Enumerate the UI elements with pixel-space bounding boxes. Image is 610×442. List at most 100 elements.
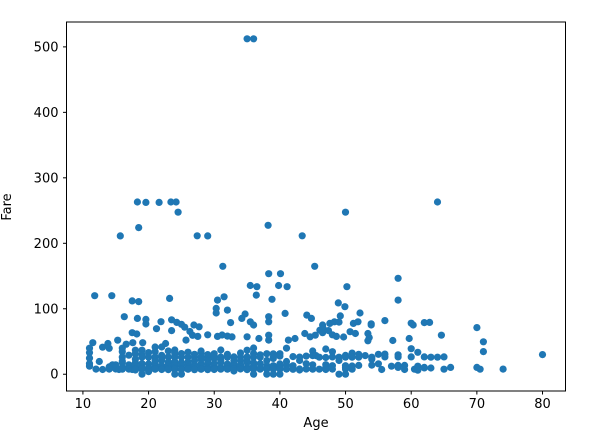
data-point	[118, 348, 126, 356]
y-tick-label: 400	[34, 106, 59, 121]
data-point	[276, 365, 284, 373]
data-point	[281, 309, 289, 317]
data-point	[387, 362, 396, 370]
data-point	[301, 329, 309, 338]
data-point	[381, 317, 389, 325]
data-point	[355, 361, 363, 369]
data-point	[223, 365, 231, 373]
data-point	[479, 348, 487, 356]
data-point	[289, 365, 297, 373]
data-point	[238, 314, 246, 322]
data-point	[228, 333, 236, 341]
axes-layer: 10 20 30 40 50 60 70 80 0 100 200 300 400 500	[34, 21, 566, 412]
data-point	[171, 370, 179, 378]
data-point	[243, 333, 251, 341]
data-point	[378, 365, 386, 374]
data-point	[479, 338, 487, 346]
data-point	[217, 365, 225, 373]
data-point	[250, 344, 258, 352]
data-point	[255, 334, 263, 343]
data-point	[204, 232, 212, 240]
data-point	[158, 356, 166, 365]
data-point	[184, 348, 192, 356]
data-point	[250, 353, 258, 361]
data-point	[405, 334, 413, 343]
data-point	[291, 334, 299, 343]
data-point	[269, 354, 277, 362]
data-point	[142, 320, 150, 328]
data-point	[168, 327, 176, 335]
data-point	[135, 298, 143, 306]
data-point	[131, 366, 139, 374]
data-point	[223, 353, 231, 361]
data-point	[155, 198, 163, 206]
data-point	[407, 345, 415, 353]
data-point	[414, 348, 422, 356]
data-point	[250, 365, 258, 373]
data-point	[167, 198, 175, 206]
data-point	[351, 329, 359, 338]
y-tick-label: 100	[34, 302, 59, 317]
data-point	[89, 339, 97, 347]
data-point	[289, 353, 297, 361]
data-point	[328, 348, 336, 356]
data-point	[322, 365, 330, 374]
x-tick-label: 60	[403, 397, 420, 412]
data-point	[409, 321, 417, 329]
data-point	[263, 350, 271, 358]
data-point	[177, 353, 185, 361]
x-tick-label: 70	[469, 397, 486, 412]
data-point	[275, 281, 283, 290]
data-point	[227, 319, 235, 327]
data-point	[223, 306, 231, 314]
x-tick-label: 30	[206, 397, 223, 412]
data-point	[420, 353, 428, 361]
data-point	[158, 343, 166, 351]
data-point	[184, 365, 192, 373]
data-point	[133, 198, 141, 206]
data-point	[296, 356, 304, 365]
data-point	[250, 321, 258, 329]
data-point	[265, 313, 273, 321]
data-point	[230, 367, 238, 375]
data-point	[283, 283, 291, 291]
data-point	[250, 35, 258, 43]
data-point	[256, 353, 264, 361]
y-axis-label: Fare	[0, 193, 15, 220]
data-point	[152, 325, 161, 333]
data-point	[263, 370, 271, 378]
data-point	[407, 353, 415, 361]
data-point	[440, 353, 448, 361]
data-point	[217, 346, 225, 354]
data-point	[322, 353, 330, 362]
data-point	[374, 360, 382, 368]
data-point	[348, 353, 356, 361]
data-point	[190, 366, 199, 374]
data-point	[298, 232, 306, 240]
data-point	[129, 339, 137, 347]
data-point	[355, 353, 363, 361]
data-point	[85, 349, 94, 357]
data-point	[361, 352, 369, 360]
data-point	[437, 331, 445, 339]
data-point	[138, 353, 146, 361]
data-point	[499, 365, 507, 373]
data-point	[133, 314, 141, 322]
data-point	[374, 350, 382, 358]
data-point	[341, 353, 350, 361]
data-point	[265, 270, 273, 278]
data-point	[193, 232, 201, 240]
data-point	[177, 370, 185, 378]
data-point	[335, 318, 343, 326]
data-point	[243, 346, 251, 354]
data-point	[440, 365, 448, 373]
data-point	[182, 336, 190, 344]
data-point	[276, 270, 285, 278]
data-point	[92, 365, 100, 373]
data-point	[172, 198, 180, 206]
x-tick-label: 40	[272, 397, 289, 412]
data-point	[356, 309, 364, 317]
data-point	[120, 313, 128, 321]
data-point	[85, 354, 94, 362]
data-point	[145, 368, 153, 376]
